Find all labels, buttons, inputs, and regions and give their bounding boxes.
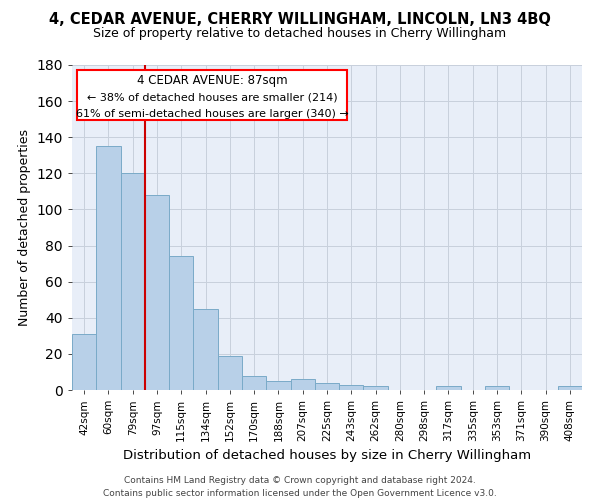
Bar <box>169 256 193 390</box>
Bar <box>290 379 315 390</box>
Bar <box>485 386 509 390</box>
Bar <box>436 386 461 390</box>
Text: 61% of semi-detached houses are larger (340) →: 61% of semi-detached houses are larger (… <box>76 109 349 119</box>
Bar <box>121 174 145 390</box>
Bar <box>218 356 242 390</box>
Bar <box>315 383 339 390</box>
Text: 4 CEDAR AVENUE: 87sqm: 4 CEDAR AVENUE: 87sqm <box>137 74 287 88</box>
Text: Contains HM Land Registry data © Crown copyright and database right 2024.
Contai: Contains HM Land Registry data © Crown c… <box>103 476 497 498</box>
Bar <box>339 384 364 390</box>
Bar <box>558 386 582 390</box>
Bar <box>96 146 121 390</box>
Bar <box>193 308 218 390</box>
Bar <box>364 386 388 390</box>
Bar <box>72 334 96 390</box>
Bar <box>266 381 290 390</box>
Y-axis label: Number of detached properties: Number of detached properties <box>18 129 31 326</box>
FancyBboxPatch shape <box>77 70 347 120</box>
Bar <box>242 376 266 390</box>
Text: Size of property relative to detached houses in Cherry Willingham: Size of property relative to detached ho… <box>94 28 506 40</box>
Text: ← 38% of detached houses are smaller (214): ← 38% of detached houses are smaller (21… <box>87 92 338 102</box>
Bar <box>145 195 169 390</box>
X-axis label: Distribution of detached houses by size in Cherry Willingham: Distribution of detached houses by size … <box>123 450 531 462</box>
Text: 4, CEDAR AVENUE, CHERRY WILLINGHAM, LINCOLN, LN3 4BQ: 4, CEDAR AVENUE, CHERRY WILLINGHAM, LINC… <box>49 12 551 28</box>
